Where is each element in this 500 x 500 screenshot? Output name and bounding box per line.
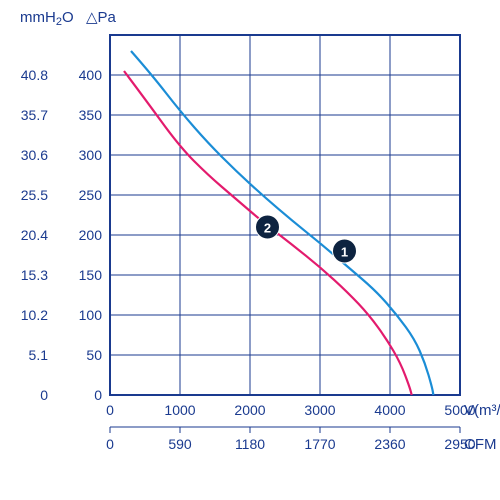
svg-text:200: 200 bbox=[79, 227, 103, 243]
x-top-ticks: 010002000300040005000 bbox=[106, 402, 476, 418]
svg-text:40.8: 40.8 bbox=[21, 67, 48, 83]
svg-text:400: 400 bbox=[79, 67, 103, 83]
svg-text:2000: 2000 bbox=[234, 402, 265, 418]
svg-text:2: 2 bbox=[264, 221, 271, 236]
y-left-ticks: 0 5.1 10.2 15.3 20.4 25.5 30.6 35.7 40.8 bbox=[21, 67, 48, 403]
fan-curve-chart: 05.110.215.320.425.530.635.740.805010015… bbox=[0, 0, 500, 500]
marker-1: 1 bbox=[333, 239, 357, 263]
svg-text:1000: 1000 bbox=[164, 402, 195, 418]
x-bottom-label: CFM bbox=[464, 436, 497, 453]
svg-text:300: 300 bbox=[79, 147, 103, 163]
svg-text:150: 150 bbox=[79, 267, 103, 283]
marker-2: 2 bbox=[256, 215, 280, 239]
x-bottom-ticks: 05901180177023602950 bbox=[106, 436, 476, 452]
x-top-label: V(m³/h) bbox=[464, 402, 500, 419]
svg-text:1770: 1770 bbox=[304, 436, 335, 452]
svg-text:0: 0 bbox=[106, 402, 114, 418]
svg-text:4000: 4000 bbox=[374, 402, 405, 418]
svg-text:20.4: 20.4 bbox=[21, 227, 48, 243]
svg-text:2360: 2360 bbox=[374, 436, 405, 452]
svg-text:350: 350 bbox=[79, 107, 103, 123]
svg-text:35.7: 35.7 bbox=[21, 107, 48, 123]
svg-text:50: 50 bbox=[86, 347, 102, 363]
svg-text:0: 0 bbox=[106, 436, 114, 452]
svg-text:3000: 3000 bbox=[304, 402, 335, 418]
svg-text:25.5: 25.5 bbox=[21, 187, 48, 203]
svg-text:0: 0 bbox=[40, 387, 48, 403]
svg-text:30.6: 30.6 bbox=[21, 147, 48, 163]
svg-text:1: 1 bbox=[341, 245, 348, 260]
y-inner-label: △Pa bbox=[86, 9, 117, 26]
svg-text:0: 0 bbox=[94, 387, 102, 403]
svg-text:10.2: 10.2 bbox=[21, 307, 48, 323]
svg-text:15.3: 15.3 bbox=[21, 267, 48, 283]
y-left-label: mmH2O bbox=[20, 9, 74, 28]
svg-text:5.1: 5.1 bbox=[29, 347, 49, 363]
svg-text:250: 250 bbox=[79, 187, 103, 203]
y-inner-ticks: 0 50 100 150 200 250 300 350 400 bbox=[79, 67, 103, 403]
svg-text:1180: 1180 bbox=[235, 436, 265, 452]
svg-text:590: 590 bbox=[168, 436, 192, 452]
svg-text:100: 100 bbox=[79, 307, 103, 323]
